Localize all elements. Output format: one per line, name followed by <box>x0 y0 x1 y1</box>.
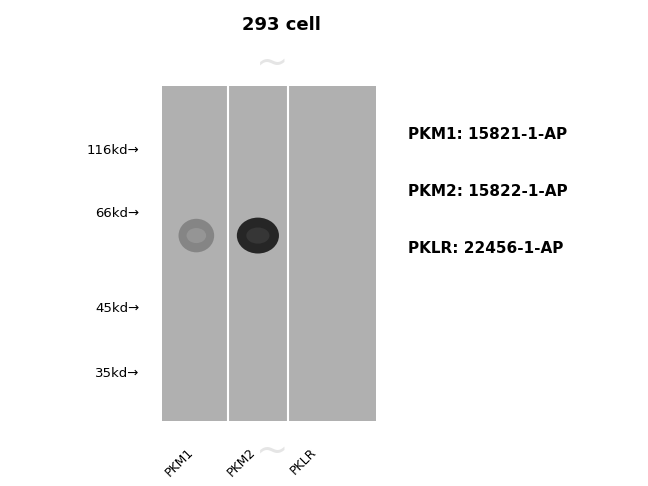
Text: PKLR: PKLR <box>288 445 319 477</box>
Text: ~: ~ <box>256 43 288 81</box>
Text: PKM2: PKM2 <box>224 445 258 479</box>
Ellipse shape <box>187 228 206 243</box>
Text: 116kd→: 116kd→ <box>87 144 139 157</box>
FancyBboxPatch shape <box>162 86 376 421</box>
Text: PKLR: 22456-1-AP: PKLR: 22456-1-AP <box>408 242 564 257</box>
Text: 293 cell: 293 cell <box>242 16 321 34</box>
Text: 35kd→: 35kd→ <box>95 367 139 380</box>
Text: 66kd→: 66kd→ <box>95 207 139 220</box>
Text: PKM2: 15822-1-AP: PKM2: 15822-1-AP <box>408 184 568 199</box>
Ellipse shape <box>246 227 270 243</box>
Text: 45kd→: 45kd→ <box>95 302 139 315</box>
Ellipse shape <box>178 219 214 252</box>
Text: ~: ~ <box>256 431 288 469</box>
Text: PKM1: 15821-1-AP: PKM1: 15821-1-AP <box>408 126 568 141</box>
Text: PKM1: PKM1 <box>163 445 196 479</box>
Ellipse shape <box>237 218 279 254</box>
